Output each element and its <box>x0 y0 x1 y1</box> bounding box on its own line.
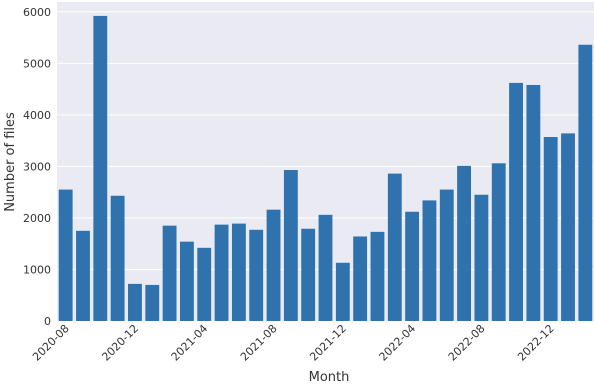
bar <box>128 283 142 321</box>
x-tick-label: 2020-12 <box>99 322 141 364</box>
bar <box>526 84 541 322</box>
x-tick-label: 2022-04 <box>377 322 419 364</box>
bar <box>179 241 194 321</box>
bar <box>405 211 420 321</box>
bar <box>335 262 350 321</box>
bar <box>370 231 385 321</box>
bar <box>474 194 489 321</box>
x-tick-label: 2021-08 <box>238 322 280 364</box>
bar <box>301 228 316 321</box>
bar <box>439 189 454 321</box>
x-tick-label: 2021-12 <box>307 322 349 364</box>
bar <box>578 44 593 321</box>
x-tick-label: 2020-08 <box>30 322 72 364</box>
y-tick-label: 1000 <box>23 263 51 276</box>
y-tick-label: 3000 <box>23 160 51 173</box>
bar <box>110 195 125 321</box>
x-tick-label: 2021-04 <box>169 322 211 364</box>
bar <box>214 224 229 321</box>
x-tick-label: 2022-08 <box>446 322 488 364</box>
bar <box>145 284 160 321</box>
bar <box>491 163 506 321</box>
bar <box>422 200 437 321</box>
bar <box>543 137 558 321</box>
x-tick-label: 2022-12 <box>515 322 557 364</box>
bar <box>266 209 281 321</box>
bar <box>561 133 575 321</box>
bar <box>58 189 73 321</box>
bar <box>231 223 246 321</box>
bar <box>162 225 177 321</box>
y-tick-label: 4000 <box>23 109 51 122</box>
bar <box>509 82 523 321</box>
y-tick-label: 0 <box>44 315 51 328</box>
y-axis-label: Number of files <box>3 112 18 212</box>
bar <box>318 214 333 321</box>
bar <box>283 170 298 321</box>
bar <box>93 15 108 322</box>
y-tick-label: 5000 <box>23 57 51 70</box>
bar <box>197 247 212 321</box>
y-tick-label: 6000 <box>23 6 51 19</box>
bar <box>249 229 264 321</box>
bar <box>457 165 472 321</box>
bar <box>353 236 368 321</box>
x-axis-label: Month <box>309 370 350 385</box>
bar <box>76 230 90 321</box>
y-tick-label: 2000 <box>23 212 51 225</box>
bar <box>387 173 402 321</box>
